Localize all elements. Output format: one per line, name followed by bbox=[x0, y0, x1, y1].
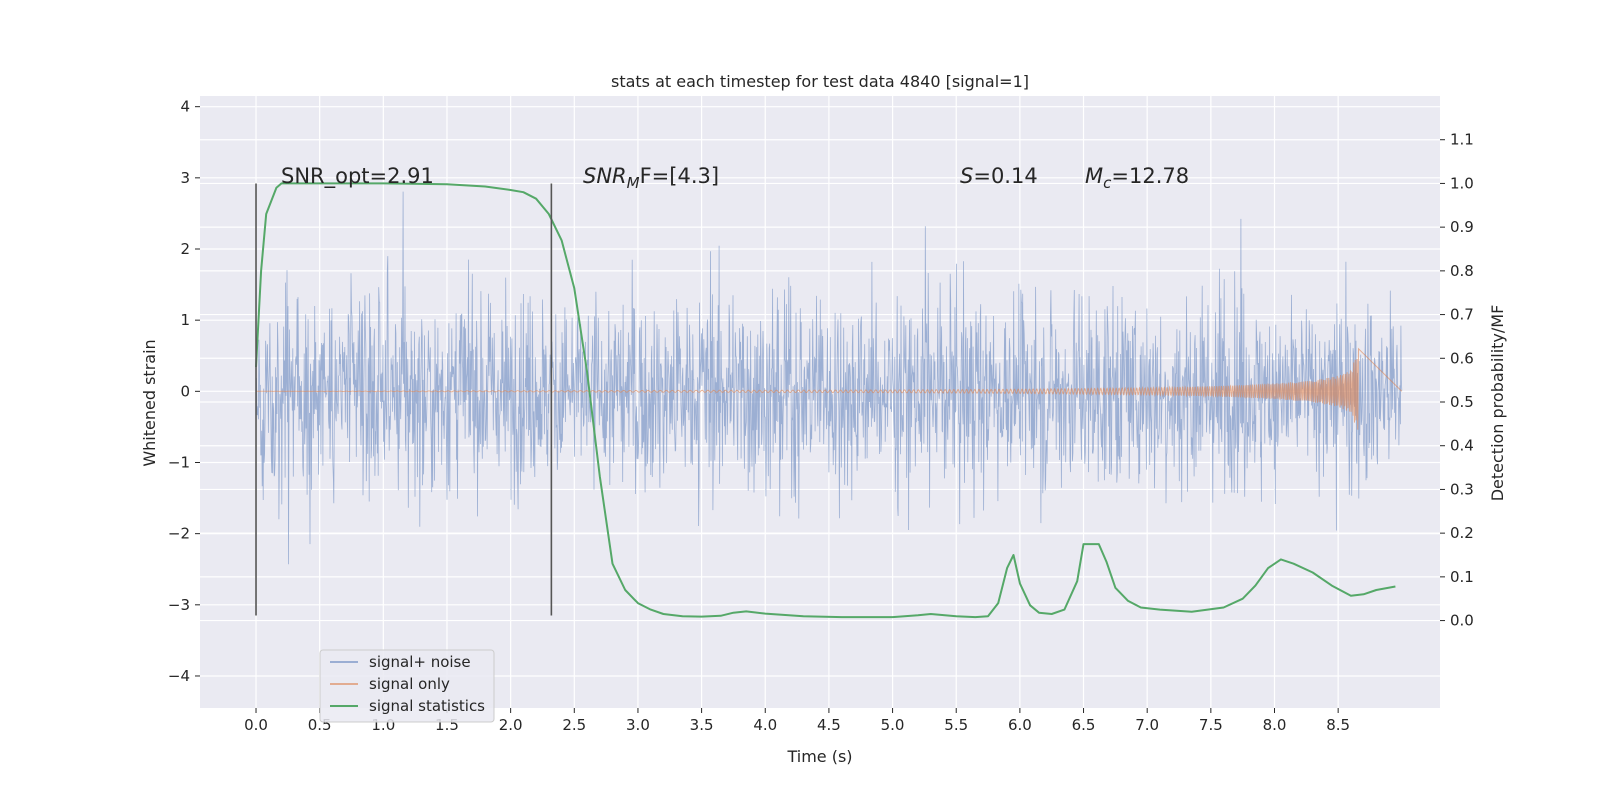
annotation-mc-sub: c bbox=[1103, 174, 1112, 192]
plot-layer bbox=[255, 182, 1403, 619]
axes: 0.0 0.5 1.0 1.5 2.0 2.5 3.0 3.5 4.0 4.5 5.0 5.5 6.0 6… bbox=[168, 98, 1474, 734]
y2-tick-label: 0.3 bbox=[1450, 480, 1474, 498]
y2-tick-label: 0.8 bbox=[1450, 262, 1474, 280]
y2-tick-label: 0.2 bbox=[1450, 524, 1474, 542]
annotation-s-var: S bbox=[960, 164, 973, 188]
x-tick-label: 3.0 bbox=[626, 716, 650, 734]
y2-tick-label: 1.0 bbox=[1450, 174, 1474, 192]
y-tick-label: 4 bbox=[180, 98, 190, 116]
y2-tick-label: 0.7 bbox=[1450, 306, 1474, 324]
annotation-mc: Mc=12.78 bbox=[1085, 164, 1189, 192]
annotations: SNR_opt=2.91 SNRMF=[4.3] S=0.14 Mc=12.78 bbox=[281, 164, 1189, 192]
y-axis-label: Whitened strain bbox=[140, 339, 159, 466]
series-signal-statistics bbox=[255, 182, 1396, 619]
y2-tick-label: 0.0 bbox=[1450, 612, 1474, 630]
annotation-mc-rest: =12.78 bbox=[1111, 164, 1189, 188]
annotation-snr-mf-rest: F=[4.3] bbox=[640, 164, 719, 188]
annotation-s: S=0.14 bbox=[960, 164, 1038, 188]
x-tick-label: 7.5 bbox=[1199, 716, 1223, 734]
legend-label-signal-noise: signal+ noise bbox=[369, 653, 471, 671]
series-signal-only bbox=[256, 347, 1403, 430]
y-tick-label: 3 bbox=[180, 169, 190, 187]
y-tick-label: 0 bbox=[180, 382, 190, 400]
y2-axis-label: Detection probability/MF bbox=[1488, 305, 1507, 502]
y-tick-label: 2 bbox=[180, 240, 190, 258]
series-signal-noise bbox=[255, 191, 1403, 565]
x-tick-label: 8.5 bbox=[1326, 716, 1350, 734]
y2-tick-label: 0.9 bbox=[1450, 218, 1474, 236]
y2-tick-label: 0.4 bbox=[1450, 437, 1474, 455]
x-tick-label: 8.0 bbox=[1263, 716, 1287, 734]
x-tick-label: 3.5 bbox=[690, 716, 714, 734]
y2-tick-label: 0.1 bbox=[1450, 568, 1474, 586]
x-tick-label: 0.0 bbox=[244, 716, 268, 734]
legend-box bbox=[319, 649, 495, 723]
y2-tick-label: 1.1 bbox=[1450, 131, 1474, 149]
x-axis-label: Time (s) bbox=[786, 747, 852, 766]
y-tick-label: 1 bbox=[180, 311, 190, 329]
x-tick-label: 4.5 bbox=[817, 716, 841, 734]
annotation-mc-var: M bbox=[1085, 164, 1103, 188]
x-tick-label: 7.0 bbox=[1135, 716, 1159, 734]
x-tick-label: 5.5 bbox=[944, 716, 968, 734]
y-tick-label: −3 bbox=[168, 596, 190, 614]
x-tick-label: 4.0 bbox=[753, 716, 777, 734]
x-tick-label: 6.5 bbox=[1072, 716, 1096, 734]
x-tick-label: 2.5 bbox=[562, 716, 586, 734]
y2-tick-label: 0.6 bbox=[1450, 349, 1474, 367]
x-tick-label: 6.0 bbox=[1008, 716, 1032, 734]
legend-label-signal-statistics: signal statistics bbox=[369, 697, 485, 715]
annotation-snr-mf: SNRMF=[4.3] bbox=[583, 164, 719, 192]
annotation-snr-mf-main: SNR bbox=[583, 164, 627, 188]
annotation-snr-mf-sub: M bbox=[627, 174, 640, 192]
annotation-snr-opt: SNR_opt=2.91 bbox=[281, 164, 434, 189]
y-tick-label: −1 bbox=[168, 453, 190, 471]
x-tick-label: 5.0 bbox=[881, 716, 905, 734]
y-tick-label: −4 bbox=[168, 667, 190, 685]
legend: signal+ noise signal only signal statist… bbox=[319, 649, 495, 723]
x-tick-label: 2.0 bbox=[499, 716, 523, 734]
chart-title: stats at each timestep for test data 484… bbox=[611, 72, 1029, 91]
y-tick-label: −2 bbox=[168, 525, 190, 543]
legend-label-signal-only: signal only bbox=[369, 675, 450, 693]
annotation-s-rest: =0.14 bbox=[973, 164, 1037, 188]
y2-tick-label: 0.5 bbox=[1450, 393, 1474, 411]
